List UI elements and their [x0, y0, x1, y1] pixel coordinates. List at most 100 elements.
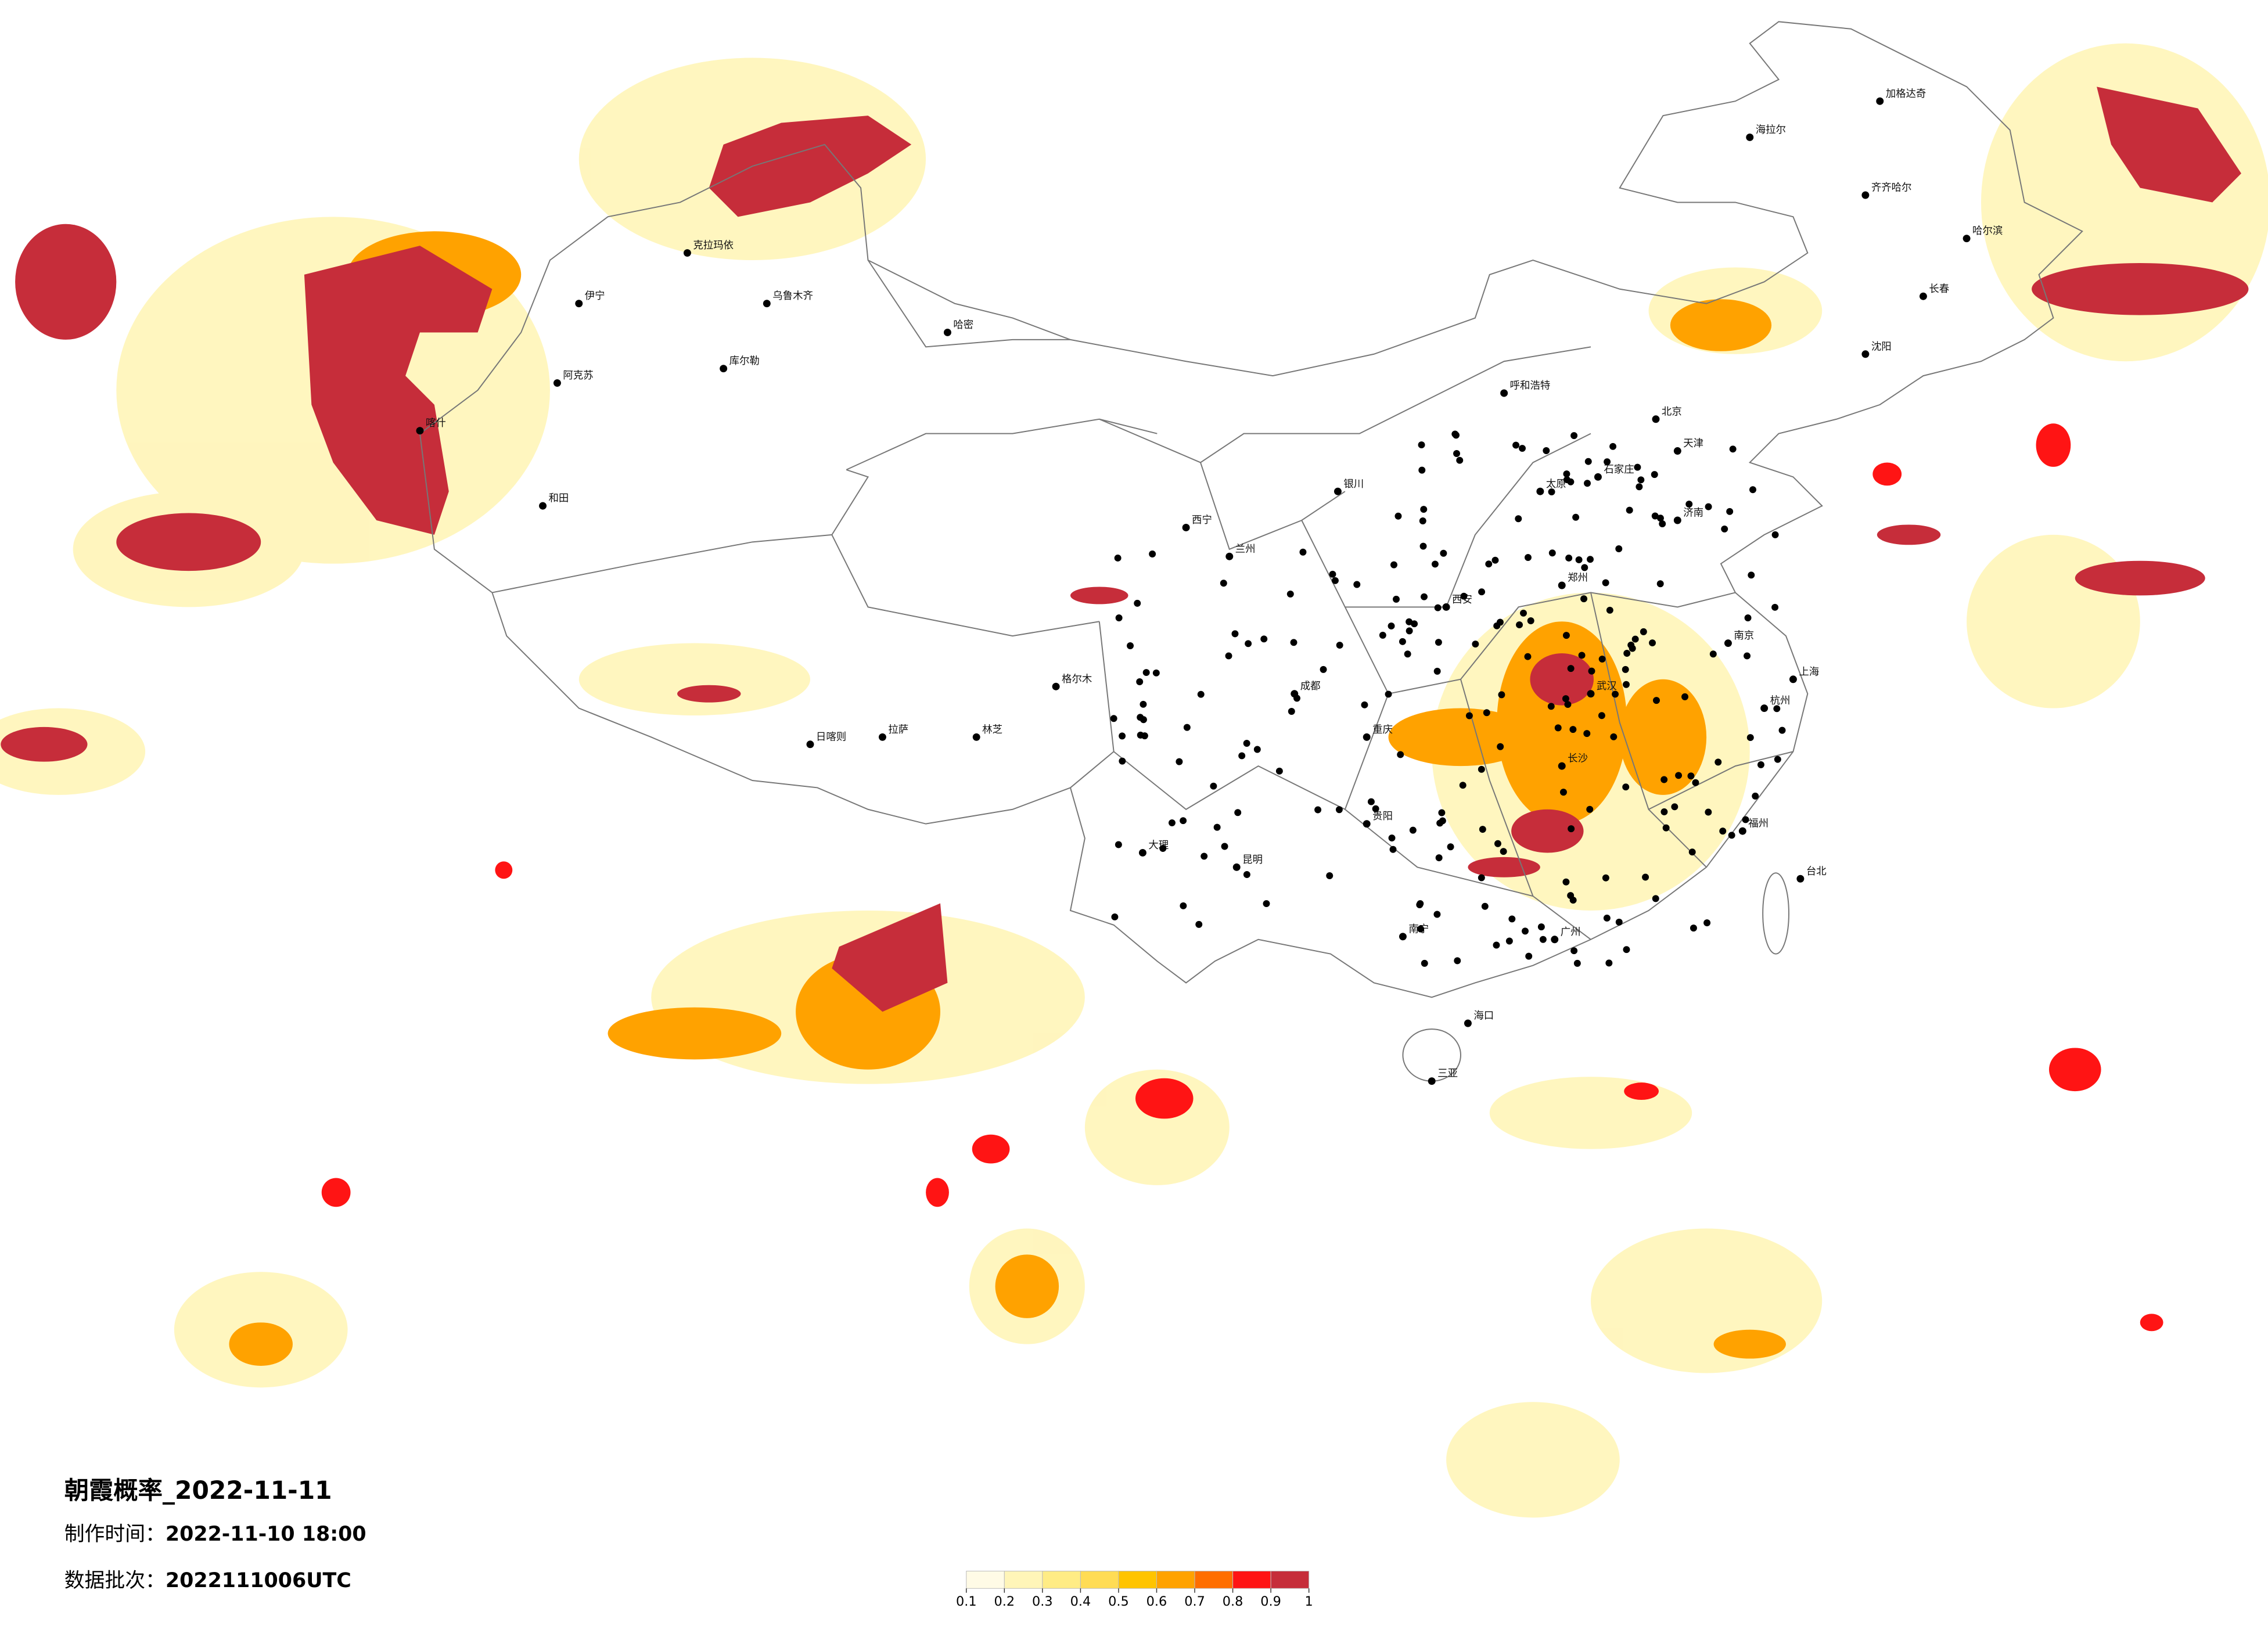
city-dot: [1673, 516, 1681, 524]
legend-tick-label: 1: [1305, 1594, 1313, 1609]
city-dot: [1433, 911, 1441, 918]
probability-area: [1877, 524, 1941, 545]
city-dot: [1409, 826, 1417, 834]
city-dot: [1748, 571, 1755, 579]
island-border: [1762, 872, 1789, 955]
city-label: 喀什: [426, 418, 446, 429]
city-dot: [1675, 772, 1683, 779]
city-label: 福州: [1748, 818, 1769, 830]
city-dot: [1771, 603, 1779, 611]
city-dot: [1516, 621, 1523, 628]
city-dot: [1721, 525, 1728, 533]
city-label: 库尔勒: [729, 355, 760, 367]
city-dot: [1419, 542, 1427, 550]
probability-area: [972, 1134, 1010, 1164]
city-dot: [1615, 918, 1623, 926]
legend-tick-label: 0.5: [1108, 1594, 1129, 1609]
city-dot: [1399, 933, 1407, 941]
city-dot: [1379, 631, 1386, 639]
city-dot: [1612, 690, 1619, 698]
city-dot: [1578, 652, 1586, 659]
probability-area: [1872, 462, 1902, 486]
legend-tick-label: 0.6: [1146, 1594, 1167, 1609]
city-dot: [1609, 443, 1617, 450]
probability-area: [709, 116, 912, 217]
city-dot: [1573, 959, 1581, 967]
city-dot: [943, 328, 951, 336]
city-dot: [1562, 632, 1570, 639]
cities: 北京天津上海广州重庆成都武汉西安拉萨乌鲁木齐哈尔滨长春沈阳呼和浩特兰州西宁昆明南…: [416, 88, 2003, 1085]
city-dot: [1594, 473, 1602, 481]
city-dot: [1419, 517, 1426, 524]
city-dot: [1460, 592, 1468, 600]
city-dot: [1671, 803, 1678, 811]
city-dot: [1548, 549, 1556, 557]
city-dot: [1662, 824, 1670, 832]
probability-area: [995, 1254, 1059, 1318]
city-label: 重庆: [1372, 724, 1393, 736]
city-dot: [1493, 941, 1500, 949]
city-dot: [1406, 618, 1413, 625]
city-label: 贵阳: [1372, 811, 1393, 822]
city-dot: [1320, 665, 1327, 673]
city-label: 林芝: [982, 724, 1002, 736]
city-label: 银川: [1343, 479, 1364, 490]
color-swatch: [1042, 1570, 1081, 1589]
city-dot: [1416, 901, 1424, 909]
city-dot: [1485, 560, 1493, 568]
probability-area: [229, 1322, 293, 1366]
city-dot: [1584, 480, 1591, 487]
color-swatch: [1004, 1570, 1043, 1589]
made-time: 2022-11-10 18:00: [166, 1523, 366, 1546]
probability-area: [1511, 809, 1584, 853]
city-dot: [1234, 809, 1242, 816]
city-dot: [1447, 843, 1454, 851]
city-dot: [1440, 549, 1447, 557]
city-dot: [1140, 700, 1147, 708]
city-dot: [1602, 579, 1609, 587]
probability-area: [1135, 1078, 1194, 1119]
city-dot: [1326, 872, 1334, 879]
probability-areas: [0, 43, 2268, 1518]
city-dot: [1418, 466, 1426, 474]
city-label: 天津: [1683, 438, 1703, 449]
city-label: 上海: [1799, 666, 1819, 678]
city-label: 长春: [1929, 283, 1949, 295]
city-dot: [1789, 675, 1797, 684]
city-dot: [1651, 471, 1658, 479]
city-dot: [1210, 782, 1217, 790]
city-dot: [1329, 570, 1336, 578]
probability-area: [1624, 1082, 1659, 1100]
city-dot: [1742, 816, 1749, 823]
city-dot: [1180, 902, 1187, 909]
color-swatch: [1080, 1570, 1119, 1589]
color-swatch: [1156, 1570, 1195, 1589]
probability-area: [495, 861, 513, 879]
city-dot: [1119, 757, 1126, 765]
city-dot: [553, 379, 561, 387]
city-dot: [1570, 947, 1578, 955]
city-dot: [1111, 913, 1119, 920]
city-dot: [1562, 695, 1569, 703]
city-dot: [1260, 635, 1268, 643]
city-dot: [1456, 456, 1464, 464]
city-dot: [1563, 476, 1570, 484]
probability-area: [1713, 1329, 1786, 1359]
city-dot: [1728, 832, 1735, 839]
city-dot: [1729, 445, 1737, 453]
city-dot: [1115, 614, 1123, 621]
city-dot: [1421, 959, 1428, 967]
city-dot: [1243, 740, 1250, 747]
city-dot: [1136, 678, 1144, 685]
city-dot: [1367, 798, 1375, 805]
city-dot: [1558, 762, 1566, 770]
probability-area: [1388, 708, 1533, 767]
city-dot: [1478, 874, 1485, 882]
city-dot: [1660, 776, 1668, 783]
probability-area: [2075, 560, 2205, 596]
city-dot: [1622, 783, 1630, 791]
city-dot: [1142, 669, 1150, 677]
city-dot: [1225, 552, 1234, 560]
city-dot: [1420, 506, 1428, 513]
